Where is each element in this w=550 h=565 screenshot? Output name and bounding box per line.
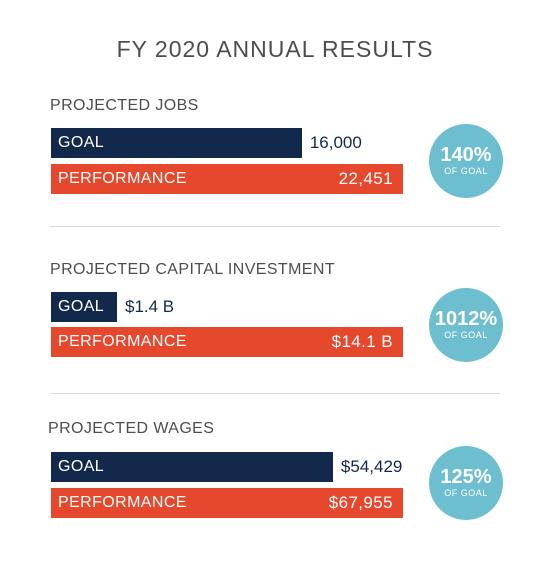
percent-value-capital: 1012% [434, 308, 498, 330]
section-divider [50, 226, 500, 227]
performance-label-jobs: PERFORMANCE [58, 170, 187, 187]
performance-bar-capital: PERFORMANCE $14.1 B [51, 327, 403, 357]
performance-bar-jobs: PERFORMANCE 22,451 [51, 164, 403, 194]
goal-value-jobs: 16,000 [309, 133, 362, 152]
goal-bar-wages: GOAL [51, 452, 333, 482]
goal-label-jobs: GOAL [58, 134, 105, 151]
performance-label-wages: PERFORMANCE [58, 494, 187, 511]
percent-badge-capital: 1012% OF GOAL [429, 288, 503, 362]
percent-value-jobs: 140% [440, 144, 492, 166]
goal-bar-capital: GOAL [51, 292, 117, 322]
percent-sub-jobs: OF GOAL [444, 166, 488, 176]
percent-sub-capital: OF GOAL [444, 330, 488, 340]
performance-bar-wages: PERFORMANCE $67,955 [51, 488, 403, 518]
percent-badge-wages: 125% OF GOAL [429, 446, 503, 520]
performance-value-capital: $14.1 B [331, 332, 393, 351]
performance-value-wages: $67,955 [328, 493, 393, 512]
percent-badge-jobs: 140% OF GOAL [429, 124, 503, 198]
goal-label-wages: GOAL [58, 458, 105, 475]
performance-value-jobs: 22,451 [338, 169, 393, 188]
performance-label-capital: PERFORMANCE [58, 333, 187, 350]
percent-value-wages: 125% [440, 466, 492, 488]
chart-title: FY 2020 ANNUAL RESULTS [116, 36, 434, 62]
section-title-wages: PROJECTED WAGES [48, 420, 215, 437]
goal-value-capital: $1.4 B [125, 297, 175, 316]
section-divider [50, 393, 500, 394]
percent-sub-wages: OF GOAL [444, 488, 488, 498]
goal-label-capital: GOAL [58, 298, 105, 315]
goal-bar-jobs: GOAL [51, 128, 302, 158]
section-title-jobs: PROJECTED JOBS [50, 97, 199, 114]
goal-value-wages: $54,429 [340, 457, 403, 476]
section-title-capital: PROJECTED CAPITAL INVESTMENT [50, 261, 336, 278]
